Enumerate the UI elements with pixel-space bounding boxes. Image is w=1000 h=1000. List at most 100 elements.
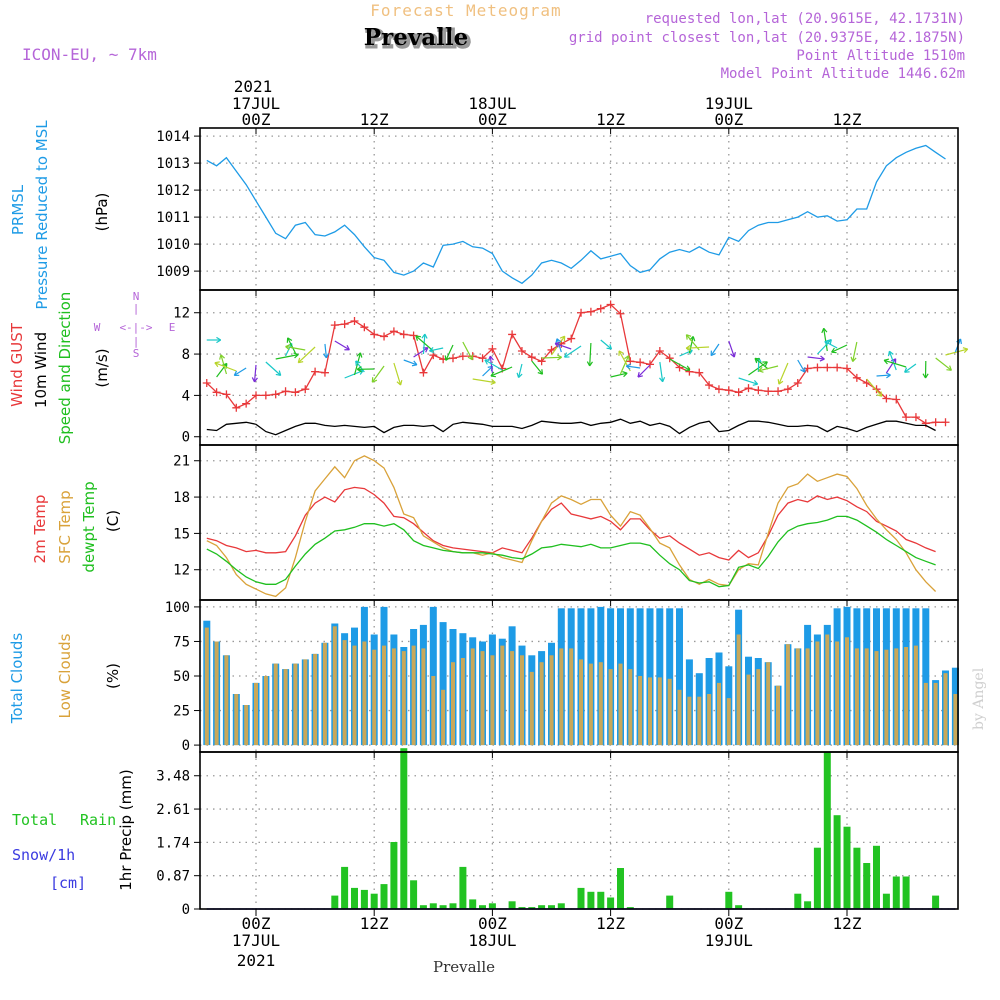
low-clouds-bar — [805, 648, 810, 746]
panel-frame-pressure — [199, 127, 959, 291]
low-clouds-bar — [569, 648, 574, 746]
low-clouds-bar — [894, 648, 899, 746]
wind-direction-arrow — [531, 360, 543, 375]
low-clouds-bar — [549, 655, 554, 746]
rain-bar — [902, 876, 910, 909]
low-clouds-bar — [785, 644, 790, 746]
total-clouds-bar — [656, 608, 664, 746]
axis-bottom-tick-label: 18JUL — [468, 931, 516, 950]
rain-bar — [351, 887, 358, 909]
low-clouds-bar — [657, 677, 662, 746]
low-clouds-bar — [382, 645, 386, 746]
dewpt-label: dewpt Temp — [80, 481, 98, 572]
rain-bar — [360, 889, 368, 909]
low-clouds-bar — [795, 648, 800, 746]
rain-bar — [370, 893, 378, 909]
rain-bar — [479, 905, 486, 909]
low-clouds-bar — [303, 659, 308, 746]
rain-bar — [813, 847, 821, 909]
low-clouds-bar — [500, 645, 505, 746]
wind-direction-arrowhead — [275, 370, 282, 376]
axis-bottom-tick-label: 12Z — [596, 914, 625, 933]
low-clouds-label: Low Clouds — [56, 633, 74, 718]
wind-direction-arrow — [490, 366, 513, 377]
wind-direction-arrow — [610, 372, 628, 378]
axis-top-tick-label: 19JUL — [705, 94, 753, 113]
temp2m-label: 2m Temp — [31, 495, 49, 564]
rain-bar — [557, 903, 565, 909]
low-clouds-bar — [953, 694, 958, 746]
rain-bar — [833, 815, 841, 909]
gust-marker — [389, 327, 398, 336]
wind-direction-arrow — [445, 344, 454, 361]
rain-bar — [794, 893, 802, 909]
temp-unit: (C) — [104, 510, 122, 532]
low-clouds-bar — [845, 637, 849, 746]
wind-direction-arrowhead — [286, 337, 293, 343]
wind-direction-arrowhead — [684, 365, 691, 371]
gust-marker — [537, 357, 546, 366]
wind-direction-arrowhead — [344, 345, 350, 351]
low-clouds-bar — [579, 659, 583, 746]
pressure-label-long: Pressure Reduced to MSL — [33, 120, 51, 310]
wind-direction-arrow — [285, 345, 306, 351]
low-clouds-bar — [214, 641, 219, 746]
wind-direction-arrow — [253, 364, 257, 382]
temp2m-line — [206, 486, 936, 561]
gust-marker — [517, 346, 526, 355]
wind-direction-arrow — [669, 358, 691, 371]
gust-marker — [488, 344, 497, 353]
low-clouds-bar — [618, 663, 623, 746]
low-clouds-bar — [322, 642, 327, 746]
wind-direction-arrowhead — [685, 334, 692, 340]
rain-bar — [380, 884, 388, 909]
gust-marker — [311, 367, 320, 376]
wind-direction-arrowhead — [754, 357, 761, 364]
gust-marker — [281, 387, 290, 396]
rain-bar — [892, 876, 900, 909]
wind-direction-arrowhead — [762, 361, 768, 367]
y-tick-label: 1013 — [156, 156, 190, 172]
low-clouds-bar — [529, 671, 534, 746]
wind-direction-arrowhead — [322, 353, 330, 359]
y-tick-label: 1011 — [156, 210, 190, 226]
wind-direction-arrow — [517, 363, 523, 378]
wind-direction-arrow — [589, 342, 592, 366]
wind-direction-arrow — [472, 378, 496, 384]
gust-marker — [478, 354, 487, 363]
wind-direction-arrow — [324, 343, 328, 358]
axis-bottom-tick-label: 19JUL — [705, 931, 753, 950]
wind-direction-arrow — [883, 359, 907, 368]
gust-marker — [744, 384, 753, 393]
low-clouds-bar — [510, 651, 515, 746]
low-clouds-bar — [815, 641, 820, 746]
wind-direction-arrowhead — [285, 344, 291, 351]
wind-direction-arrowhead — [554, 341, 561, 348]
grid-coords: grid point closest lon,lat (20.9375E, 42… — [569, 30, 965, 46]
low-clouds-bar — [254, 682, 258, 746]
wind-direction-arrowhead — [293, 352, 299, 359]
rain-bar — [508, 901, 516, 909]
gust-marker — [202, 379, 211, 387]
low-clouds-bar — [539, 662, 544, 746]
gust-marker — [271, 390, 280, 399]
wind-direction-arrowhead — [730, 352, 736, 358]
low-clouds-bar — [391, 648, 396, 746]
wind-direction-arrow — [287, 337, 296, 354]
low-clouds-bar — [263, 676, 268, 746]
low-clouds-bar — [342, 640, 347, 746]
axis-bottom-tick-label: 00Z — [714, 914, 743, 933]
wind-direction-arrowhead — [622, 371, 628, 378]
gust-marker — [764, 387, 773, 396]
gust-marker — [714, 385, 723, 394]
low-clouds-bar — [352, 645, 357, 746]
wind-direction-arrowhead — [516, 372, 523, 379]
low-clouds-bar — [707, 694, 712, 746]
wind-direction-arrow — [220, 354, 228, 375]
gust-marker — [616, 309, 625, 318]
gust-marker — [350, 317, 359, 325]
wind-direction-arrowhead — [444, 355, 451, 361]
wind-direction-arrow — [728, 340, 735, 358]
gust-marker — [212, 388, 221, 397]
wind-direction-arrow — [265, 361, 282, 376]
